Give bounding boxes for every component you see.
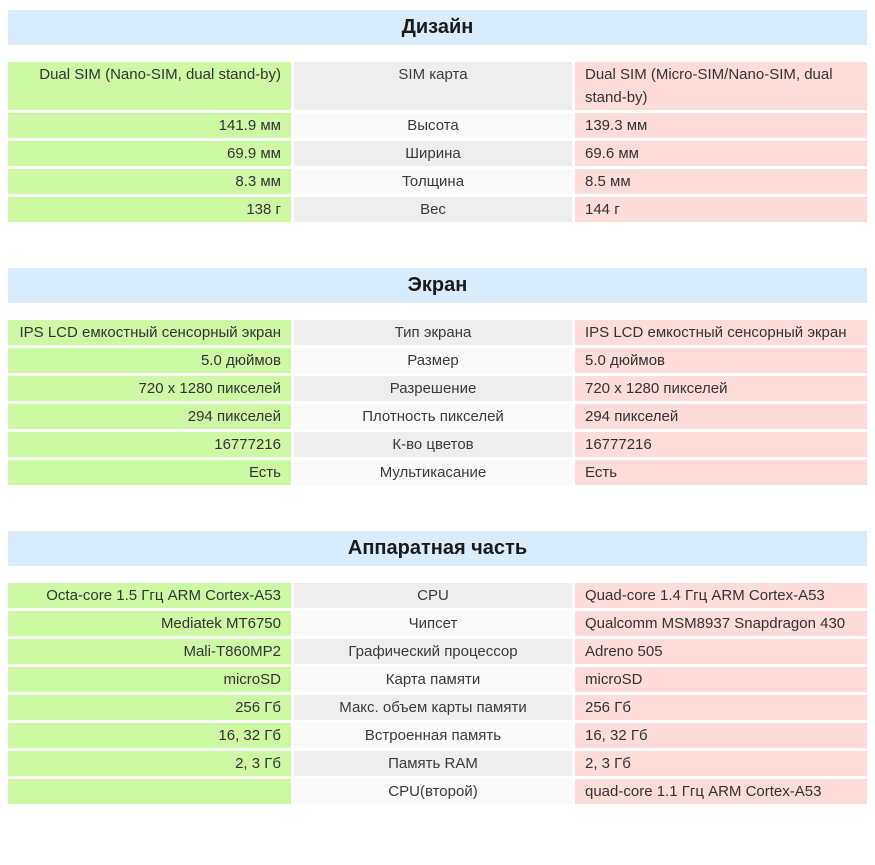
spec-section: Аппаратная часть Octa-core 1.5 Ггц ARM C… [8,531,867,804]
left-device-value-cell: 8.3 мм [8,169,291,194]
spec-section: Экран IPS LCD емкостный сенсорный экран … [8,268,867,485]
spec-row: 16777216 К-во цветов 16777216 [8,432,867,457]
left-device-value-cell: 256 Гб [8,695,291,720]
spec-row: 16, 32 Гб Встроенная память 16, 32 Гб [8,723,867,748]
spec-table: Dual SIM (Nano-SIM, dual stand-by) SIM к… [8,62,867,222]
spec-row: Mali-T860MP2 Графический процессор Adren… [8,639,867,664]
left-device-value-cell: 141.9 мм [8,113,291,138]
left-device-value-cell: microSD [8,667,291,692]
right-device-value-cell: 256 Гб [575,695,867,720]
spec-table: IPS LCD емкостный сенсорный экран Тип эк… [8,320,867,485]
right-device-value-cell: microSD [575,667,867,692]
spec-row: CPU(второй) quad-core 1.1 Ггц ARM Cortex… [8,779,867,804]
spec-row: microSD Карта памяти microSD [8,667,867,692]
spec-label-cell: Карта памяти [294,667,572,692]
spec-table: Octa-core 1.5 Ггц ARM Cortex-A53 CPU Qua… [8,583,867,804]
section-header: Экран [8,268,867,303]
spec-label-cell: Толщина [294,169,572,194]
left-device-value-cell: 5.0 дюймов [8,348,291,373]
spec-label-cell: Графический процессор [294,639,572,664]
spec-row: IPS LCD емкостный сенсорный экран Тип эк… [8,320,867,345]
spec-label-cell: Мультикасание [294,460,572,485]
spec-label-cell: SIM карта [294,62,572,110]
right-device-value-cell: Adreno 505 [575,639,867,664]
spec-label-cell: CPU(второй) [294,779,572,804]
left-device-value-cell: 16, 32 Гб [8,723,291,748]
left-device-value-cell: Есть [8,460,291,485]
right-device-value-cell: Quad-core 1.4 Ггц ARM Cortex-A53 [575,583,867,608]
right-device-value-cell: 16, 32 Гб [575,723,867,748]
spec-label-cell: Чипсет [294,611,572,636]
right-device-value-cell: 8.5 мм [575,169,867,194]
left-device-value-cell [8,779,291,804]
spec-row: 5.0 дюймов Размер 5.0 дюймов [8,348,867,373]
spec-row: 138 г Вес 144 г [8,197,867,222]
spec-section: Дизайн Dual SIM (Nano-SIM, dual stand-by… [8,10,867,222]
spec-label-cell: Ширина [294,141,572,166]
spec-row: Mediatek MT6750 Чипсет Qualcomm MSM8937 … [8,611,867,636]
spec-row: Есть Мультикасание Есть [8,460,867,485]
section-title: Дизайн [401,16,474,38]
spec-label-cell: Память RAM [294,751,572,776]
section-title: Аппаратная часть [347,537,528,559]
left-device-value-cell: 2, 3 Гб [8,751,291,776]
spec-label-cell: Плотность пикселей [294,404,572,429]
spec-label-cell: Вес [294,197,572,222]
left-device-value-cell: 16777216 [8,432,291,457]
spec-label-cell: Размер [294,348,572,373]
right-device-value-cell: 2, 3 Гб [575,751,867,776]
right-device-value-cell: quad-core 1.1 Ггц ARM Cortex-A53 [575,779,867,804]
right-device-value-cell: 16777216 [575,432,867,457]
right-device-value-cell: 294 пикселей [575,404,867,429]
spec-label-cell: CPU [294,583,572,608]
left-device-value-cell: 138 г [8,197,291,222]
left-device-value-cell: 294 пикселей [8,404,291,429]
right-device-value-cell: Есть [575,460,867,485]
left-device-value-cell: Mali-T860MP2 [8,639,291,664]
right-device-value-cell: Qualcomm MSM8937 Snapdragon 430 [575,611,867,636]
right-device-value-cell: 69.6 мм [575,141,867,166]
left-device-value-cell: Mediatek MT6750 [8,611,291,636]
spec-label-cell: К-во цветов [294,432,572,457]
spec-label-cell: Разрешение [294,376,572,401]
spec-row: 720 x 1280 пикселей Разрешение 720 x 128… [8,376,867,401]
left-device-value-cell: Dual SIM (Nano-SIM, dual stand-by) [8,62,291,110]
section-header: Аппаратная часть [8,531,867,566]
right-device-value-cell: Dual SIM (Micro-SIM/Nano-SIM, dual stand… [575,62,867,110]
section-header: Дизайн [8,10,867,45]
right-device-value-cell: 144 г [575,197,867,222]
left-device-value-cell: 720 x 1280 пикселей [8,376,291,401]
spec-row: 2, 3 Гб Память RAM 2, 3 Гб [8,751,867,776]
right-device-value-cell: IPS LCD емкостный сенсорный экран [575,320,867,345]
spec-row: 8.3 мм Толщина 8.5 мм [8,169,867,194]
spec-row: 256 Гб Макс. объем карты памяти 256 Гб [8,695,867,720]
spec-row: 69.9 мм Ширина 69.6 мм [8,141,867,166]
spec-label-cell: Высота [294,113,572,138]
right-device-value-cell: 720 x 1280 пикселей [575,376,867,401]
left-device-value-cell: 69.9 мм [8,141,291,166]
spec-label-cell: Макс. объем карты памяти [294,695,572,720]
right-device-value-cell: 139.3 мм [575,113,867,138]
section-title: Экран [407,274,468,296]
spec-label-cell: Встроенная память [294,723,572,748]
comparison-page: Дизайн Dual SIM (Nano-SIM, dual stand-by… [8,10,867,804]
spec-row: 294 пикселей Плотность пикселей 294 пикс… [8,404,867,429]
left-device-value-cell: IPS LCD емкостный сенсорный экран [8,320,291,345]
right-device-value-cell: 5.0 дюймов [575,348,867,373]
left-device-value-cell: Octa-core 1.5 Ггц ARM Cortex-A53 [8,583,291,608]
spec-row: 141.9 мм Высота 139.3 мм [8,113,867,138]
spec-label-cell: Тип экрана [294,320,572,345]
spec-row: Dual SIM (Nano-SIM, dual stand-by) SIM к… [8,62,867,110]
spec-row: Octa-core 1.5 Ггц ARM Cortex-A53 CPU Qua… [8,583,867,608]
